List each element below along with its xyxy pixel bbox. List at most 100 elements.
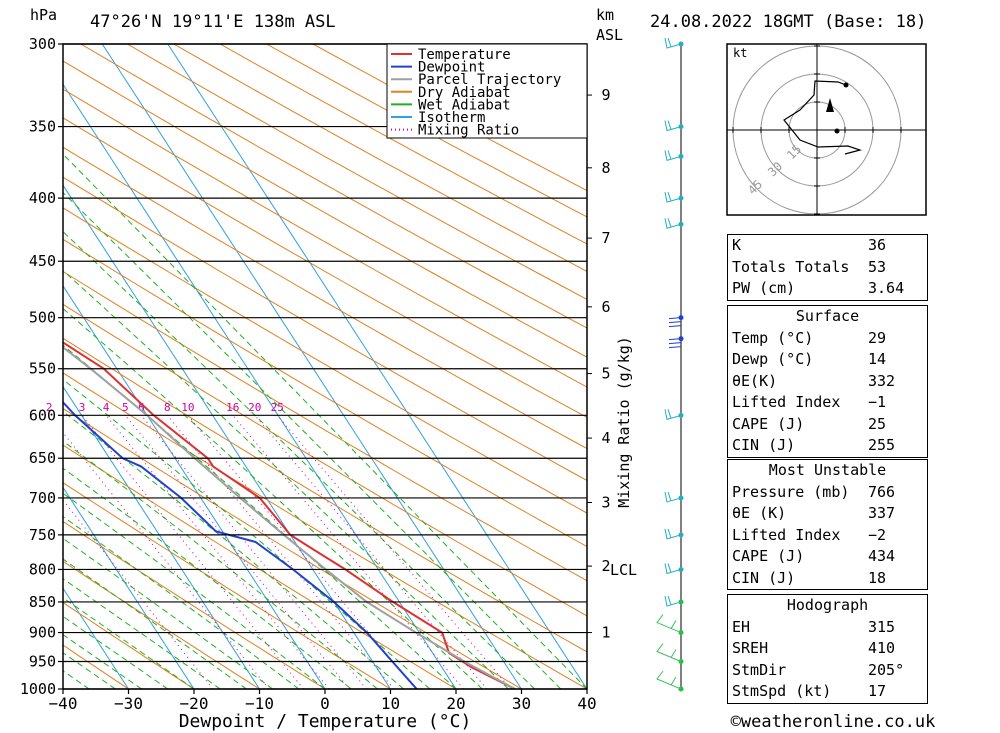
height-tick-label: 8 xyxy=(601,159,610,177)
wind-barb xyxy=(664,409,682,420)
legend-label: Dry Adiabat xyxy=(418,85,511,101)
temp-tick-label: −10 xyxy=(245,694,274,713)
wind-barbs xyxy=(656,37,684,692)
mixing-ratio-label: 5 xyxy=(122,401,129,414)
mixing-ratio-label: 25 xyxy=(271,401,284,414)
mu-row: Pressure (mb) 766 xyxy=(728,482,927,504)
hodo-row: StmDir 205° xyxy=(728,660,927,682)
wind-barb xyxy=(668,338,682,349)
wind-barb xyxy=(668,317,682,328)
dry-adiabat xyxy=(63,146,587,450)
hodo-label: StmDir xyxy=(732,660,787,679)
surface-value: −1 xyxy=(868,393,887,411)
hodo-value: 17 xyxy=(868,682,887,700)
dry-adiabat xyxy=(63,238,587,548)
index-value: 36 xyxy=(868,236,887,254)
indices-table: K 36 Totals Totals 53 PW (cm) 3.64 xyxy=(727,234,928,301)
parcel-trajectory-line xyxy=(63,346,516,689)
isotherm-line xyxy=(63,184,391,689)
mixing-ratio-label: 6 xyxy=(138,401,145,414)
index-row: Totals Totals 53 xyxy=(728,257,927,279)
isotherm-line xyxy=(63,285,326,689)
temp-tick-label: −30 xyxy=(114,694,143,713)
pressure-tick-label: 400 xyxy=(29,189,56,207)
pressure-tick-label: 650 xyxy=(29,449,56,467)
height-tick-label: 7 xyxy=(601,229,610,247)
height-tick-label: 1 xyxy=(601,624,610,642)
mu-row: CIN (J) 18 xyxy=(728,568,927,590)
wet-adiabat xyxy=(63,230,535,689)
legend-label: Temperature xyxy=(418,47,511,63)
hodo-label: SREH xyxy=(732,639,769,657)
wet-adiabat xyxy=(63,411,404,689)
wet-adiabat xyxy=(63,634,142,689)
dry-adiabat xyxy=(63,337,587,653)
surface-value: 25 xyxy=(868,414,887,433)
height-tick-label: 6 xyxy=(601,298,610,316)
legend-label: Wet Adiabat xyxy=(418,97,511,113)
pressure-tick-label: 800 xyxy=(29,560,56,578)
hodo-value: 205° xyxy=(868,660,905,679)
hodo-value: 315 xyxy=(868,617,896,636)
mu-value: 337 xyxy=(868,504,896,522)
mu-label: Lifted Index xyxy=(732,525,841,544)
dry-adiabat xyxy=(63,482,391,689)
hodo-label: EH xyxy=(732,617,751,636)
station-location: 47°26'N 19°11'E 138m ASL xyxy=(90,12,336,32)
surface-row: Temp (°C) 29 xyxy=(728,328,927,350)
mu-label: CIN (J) xyxy=(732,568,796,587)
temp-tick-label: 0 xyxy=(320,694,330,713)
mixing-ratio-line xyxy=(254,414,488,689)
wet-adiabat xyxy=(63,344,457,689)
wet-adiabat xyxy=(63,269,509,689)
dry-adiabat xyxy=(63,444,457,689)
pressure-tick-label: 550 xyxy=(29,360,56,378)
temp-tick-label: 20 xyxy=(446,694,465,713)
pressure-unit: hPa xyxy=(30,6,57,24)
mu-row: Lifted Index −2 xyxy=(728,525,927,547)
wind-barb xyxy=(664,191,682,203)
dry-adiabat xyxy=(63,60,587,358)
mixing-ratio-label: 10 xyxy=(181,401,194,414)
surface-title: Surface xyxy=(795,307,860,325)
hodo-value: 410 xyxy=(868,639,896,657)
wind-barb xyxy=(664,150,682,161)
legend-label: Dewpoint xyxy=(418,60,485,76)
surface-label: Temp (°C) xyxy=(732,328,814,347)
pressure-tick-label: 900 xyxy=(29,624,56,642)
plot-frame xyxy=(62,43,588,690)
index-label: K xyxy=(732,236,742,254)
sounding-datetime: 24.08.2022 18GMT (Base: 18) xyxy=(650,12,926,32)
wet-adiabat xyxy=(63,578,221,689)
index-row: PW (cm) 3.64 xyxy=(728,278,927,300)
mixing-ratio-label: 20 xyxy=(248,401,261,414)
lcl-label: LCL xyxy=(610,561,637,579)
dry-adiabat xyxy=(63,270,587,582)
surface-label: Lifted Index xyxy=(732,393,841,411)
mixing-ratio-label: 2 xyxy=(46,401,53,414)
surface-value: 14 xyxy=(868,350,887,368)
mixing-ratio-label: 4 xyxy=(103,401,110,414)
pressure-tick-label: 700 xyxy=(29,489,56,507)
wind-barb xyxy=(664,595,682,607)
pressure-tick-label: 450 xyxy=(29,252,56,270)
mu-value: 434 xyxy=(868,547,896,565)
mixing-ratio-line xyxy=(105,414,330,689)
legend-label: Parcel Trajectory xyxy=(418,72,561,88)
hodograph-storm-marker xyxy=(834,128,840,134)
wind-barb-point xyxy=(678,315,684,321)
temperature-line xyxy=(63,341,516,689)
mixing-ratio-line xyxy=(276,414,512,689)
height-tick-label: 9 xyxy=(601,86,610,104)
most-unstable-title: Most Unstable xyxy=(768,461,887,479)
surface-label: CAPE (J) xyxy=(732,414,805,433)
wet-adiabat xyxy=(63,378,431,689)
height-tick-label: 5 xyxy=(601,365,610,383)
surface-row: Lifted Index −1 xyxy=(728,392,927,414)
temp-tick-label: −40 xyxy=(49,694,78,713)
mixing-ratio-label: 8 xyxy=(164,401,171,414)
wind-barb xyxy=(656,643,682,662)
surface-row: CAPE (J) 25 xyxy=(728,414,927,436)
